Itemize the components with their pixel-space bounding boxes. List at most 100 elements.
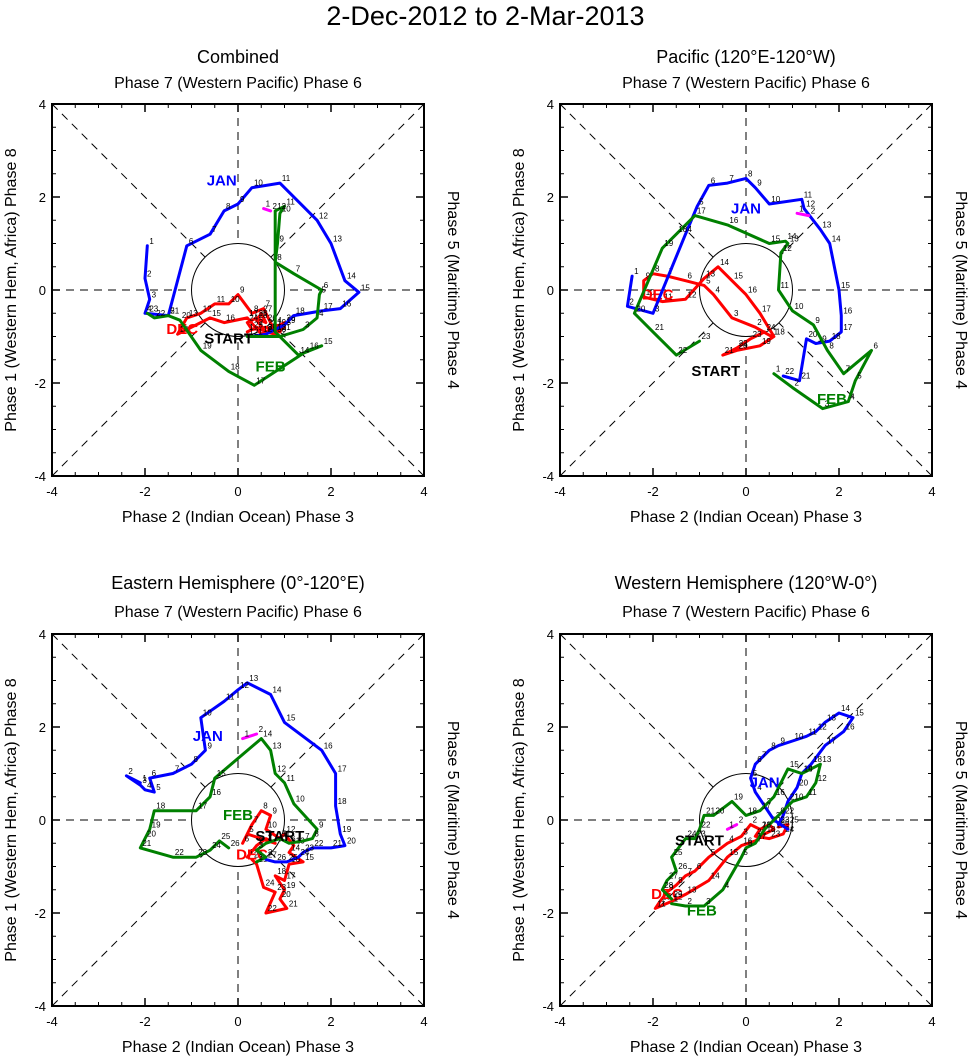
month-label-jan: JAN [207, 172, 237, 189]
day-label: 23 [771, 830, 780, 839]
day-label: 2 [629, 297, 634, 306]
day-label: 1 [249, 328, 254, 337]
x-tick-label: -2 [647, 1014, 659, 1029]
day-label: 5 [287, 318, 292, 327]
day-label: 12 [688, 290, 697, 299]
day-label: 1 [799, 204, 804, 213]
day-label: 20 [715, 806, 724, 815]
day-label: 22 [314, 839, 323, 848]
day-label: 18 [338, 797, 347, 806]
day-label: 1 [266, 200, 271, 209]
day-label: 3 [655, 304, 660, 313]
day-label: 10 [795, 732, 804, 741]
series-line-jan [749, 711, 855, 831]
day-label: 26 [277, 853, 286, 862]
day-label: 15 [790, 760, 799, 769]
day-label: 23 [198, 848, 207, 857]
y-axis-label: Phase 1 (Western Hem, Africa) Phase 8 [3, 148, 20, 431]
day-label: 22 [785, 367, 794, 376]
day-label: 9 [207, 741, 212, 750]
y-tick-label: 0 [39, 283, 46, 298]
month-label-feb: FEB [256, 358, 286, 375]
day-label: 20 [347, 837, 356, 846]
day-label: 16 [846, 723, 855, 732]
day-label: 15 [841, 281, 850, 290]
day-label: 11 [808, 727, 817, 736]
day-label: 9 [240, 286, 245, 295]
top-axis-label: Phase 7 (Western Pacific) Phase 6 [114, 604, 362, 621]
day-label: 3 [734, 309, 739, 318]
day-label: 14 [788, 232, 797, 241]
top-axis-label: Phase 7 (Western Pacific) Phase 6 [622, 75, 870, 92]
day-label: 27 [268, 851, 277, 860]
day-label: 3 [142, 776, 147, 785]
day-label: 4 [850, 393, 855, 402]
unit-circle [699, 243, 793, 337]
right-axis-label: Phase 5 (Maritime) Phase 4 [952, 721, 969, 919]
day-label: 4 [725, 881, 730, 890]
day-label: 1 [245, 730, 250, 739]
day-label: 6 [291, 834, 296, 843]
day-label: 24 [249, 314, 258, 323]
y-tick-label: 2 [39, 190, 46, 205]
day-label: 25 [790, 816, 799, 825]
y-tick-label: 2 [39, 720, 46, 735]
y-tick-label: -2 [542, 376, 554, 391]
day-label: 1 [729, 820, 734, 829]
day-label: 10 [646, 288, 655, 297]
day-label: 2 [753, 816, 758, 825]
y-tick-label: -2 [542, 906, 554, 921]
x-axis-label: Phase 2 (Indian Ocean) Phase 3 [122, 1039, 354, 1056]
day-label: 28 [259, 311, 268, 320]
day-label: 1 [790, 820, 795, 829]
unit-circle [699, 773, 793, 867]
day-label: 30 [277, 325, 286, 334]
day-label: 20 [808, 330, 817, 339]
day-label: 23 [781, 816, 790, 825]
day-label: 7 [305, 832, 310, 841]
day-label: 2 [268, 848, 273, 857]
day-label: 17 [324, 302, 333, 311]
day-label: 25 [259, 309, 268, 318]
day-label: 6 [697, 862, 702, 871]
day-label: 21 [170, 307, 179, 316]
day-label: 18 [156, 802, 165, 811]
day-label: 9 [240, 195, 245, 204]
y-tick-label: -4 [34, 999, 46, 1014]
y-tick-label: 0 [547, 283, 554, 298]
diagonal-guide [51, 103, 425, 477]
day-label: 23 [697, 830, 706, 839]
day-label: 17 [762, 304, 771, 313]
day-label: 21 [254, 328, 263, 337]
day-label: 13 [249, 674, 258, 683]
day-label: 21 [282, 323, 291, 332]
day-label: 13 [189, 309, 198, 318]
day-label: 11 [282, 830, 291, 839]
day-label: 1 [776, 365, 781, 374]
y-tick-label: 2 [547, 190, 554, 205]
x-tick-label: -4 [554, 1014, 566, 1029]
day-label: 5 [743, 848, 748, 857]
day-label: 8 [771, 741, 776, 750]
day-label: 15 [855, 709, 864, 718]
x-tick-label: 2 [327, 484, 334, 499]
day-label: 16 [843, 307, 852, 316]
day-label: 29 [674, 890, 683, 899]
day-label: 18 [748, 806, 757, 815]
day-label: 15 [771, 235, 780, 244]
day-label: 19 [203, 341, 212, 350]
day-label: 2 [795, 379, 800, 388]
day-label: 12 [783, 244, 792, 253]
day-label: 11 [808, 788, 817, 797]
day-label: 7 [175, 765, 180, 774]
start-label: START [691, 363, 740, 380]
day-label: 24 [266, 878, 275, 887]
x-tick-label: 4 [420, 484, 427, 499]
day-label: 10 [795, 792, 804, 801]
day-label: 22 [175, 848, 184, 857]
day-label: 17 [827, 737, 836, 746]
day-label: 8 [254, 304, 259, 313]
diagonal-guide [559, 633, 933, 1007]
day-label: 14 [300, 346, 309, 355]
y-tick-label: 4 [547, 97, 554, 112]
